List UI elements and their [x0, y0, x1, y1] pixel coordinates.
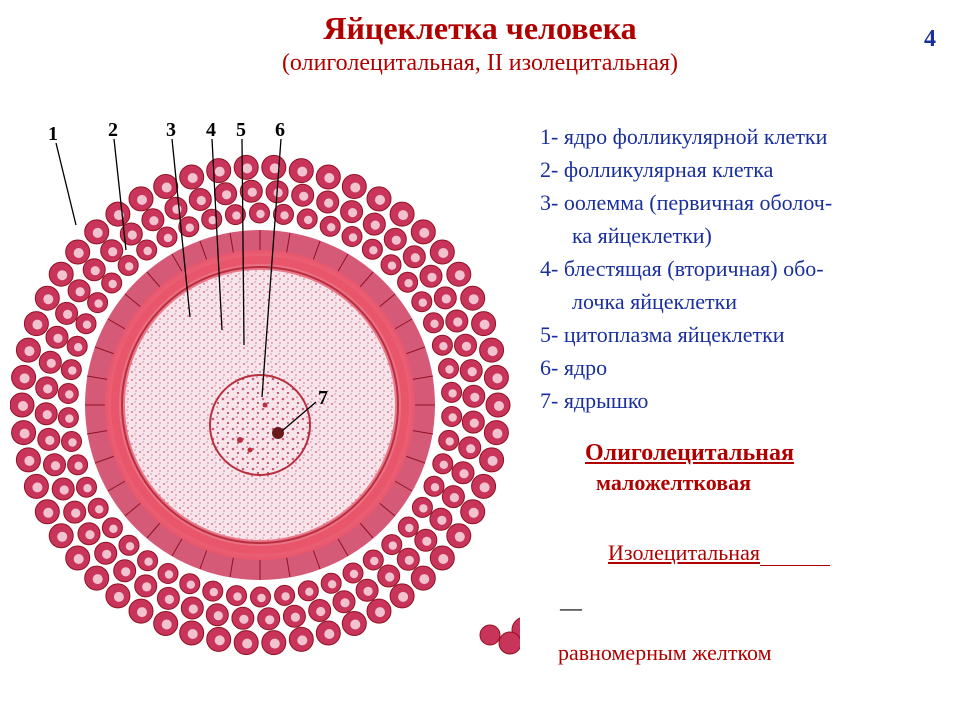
- bottom-text: равномерным желтком: [558, 640, 772, 666]
- label-5: 5: [236, 119, 246, 142]
- term-isolecital: Изолецитальная: [608, 540, 830, 566]
- legend-item: 4- блестящая (вторичная) обо-: [540, 252, 950, 285]
- legend-item: 3- оолемма (первичная оболоч-: [540, 186, 950, 219]
- label-6: 6: [275, 119, 285, 142]
- label-1: 1: [48, 123, 58, 146]
- legend-item: 7- ядрышко: [540, 384, 950, 417]
- label-4: 4: [206, 119, 216, 142]
- legend: 1- ядро фолликулярной клетки 2- фолликул…: [540, 120, 950, 417]
- legend-item: 6- ядро: [540, 351, 950, 384]
- term-low-yolk: маложелтковая: [596, 470, 751, 496]
- dash: —: [560, 595, 582, 621]
- legend-item: 2- фолликулярная клетка: [540, 153, 950, 186]
- oocyte-diagram: 1 2 3 4 5 6 7: [10, 105, 520, 645]
- term-oligolecital: Олиголецитальная: [585, 440, 794, 467]
- label-2: 2: [108, 119, 118, 142]
- label-3: 3: [166, 119, 176, 142]
- legend-item: ка яйцеклетки): [540, 219, 950, 252]
- legend-item: 5- цитоплазма яйцеклетки: [540, 318, 950, 351]
- legend-item: лочка яйцеклетки: [540, 285, 950, 318]
- page-subtitle: (олиголецитальная, II изолецитальная): [0, 50, 960, 77]
- legend-item: 1- ядро фолликулярной клетки: [540, 120, 950, 153]
- page-title: Яйцеклетка человека: [0, 10, 960, 47]
- label-7: 7: [318, 387, 328, 410]
